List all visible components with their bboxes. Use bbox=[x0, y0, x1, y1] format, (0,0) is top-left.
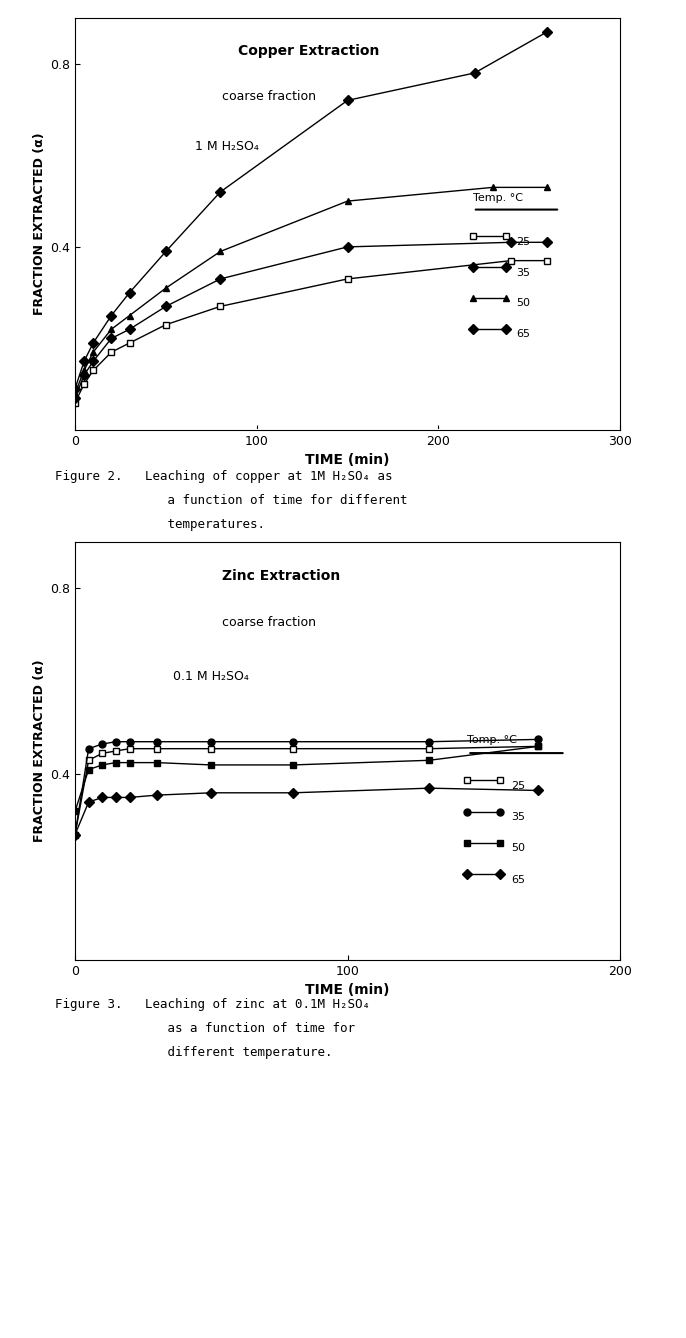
Text: 50: 50 bbox=[511, 843, 525, 854]
Text: Tomp. °C: Tomp. °C bbox=[467, 735, 517, 745]
Text: Zinc Extraction: Zinc Extraction bbox=[222, 569, 340, 582]
Text: 35: 35 bbox=[511, 812, 525, 822]
Text: 1 M H₂SO₄: 1 M H₂SO₄ bbox=[195, 140, 259, 153]
Text: coarse fraction: coarse fraction bbox=[222, 615, 316, 629]
Text: Figure 2.   Leaching of copper at 1M H₂SO₄ as: Figure 2. Leaching of copper at 1M H₂SO₄… bbox=[55, 470, 392, 483]
Text: a function of time for different: a function of time for different bbox=[55, 494, 407, 507]
Text: Temp. °C: Temp. °C bbox=[473, 193, 523, 203]
Text: different temperature.: different temperature. bbox=[55, 1046, 333, 1060]
Y-axis label: FRACTION EXTRACTED (α): FRACTION EXTRACTED (α) bbox=[33, 132, 46, 316]
Text: 25: 25 bbox=[511, 780, 525, 791]
Text: 50: 50 bbox=[517, 298, 530, 308]
Y-axis label: FRACTION EXTRACTED (α): FRACTION EXTRACTED (α) bbox=[33, 660, 46, 843]
Text: 65: 65 bbox=[517, 329, 530, 340]
Text: 0.1 M H₂SO₄: 0.1 M H₂SO₄ bbox=[173, 670, 249, 682]
Text: 65: 65 bbox=[511, 875, 525, 884]
Text: 35: 35 bbox=[517, 268, 530, 277]
Text: 25: 25 bbox=[517, 237, 530, 246]
Text: Figure 3.   Leaching of zinc at 0.1M H₂SO₄: Figure 3. Leaching of zinc at 0.1M H₂SO₄ bbox=[55, 998, 370, 1012]
X-axis label: TIME (min): TIME (min) bbox=[305, 454, 390, 467]
Text: coarse fraction: coarse fraction bbox=[222, 91, 316, 103]
X-axis label: TIME (min): TIME (min) bbox=[305, 983, 390, 997]
Text: temperatures.: temperatures. bbox=[55, 518, 265, 531]
Text: as a function of time for: as a function of time for bbox=[55, 1022, 355, 1036]
Text: Copper Extraction: Copper Extraction bbox=[239, 44, 380, 58]
